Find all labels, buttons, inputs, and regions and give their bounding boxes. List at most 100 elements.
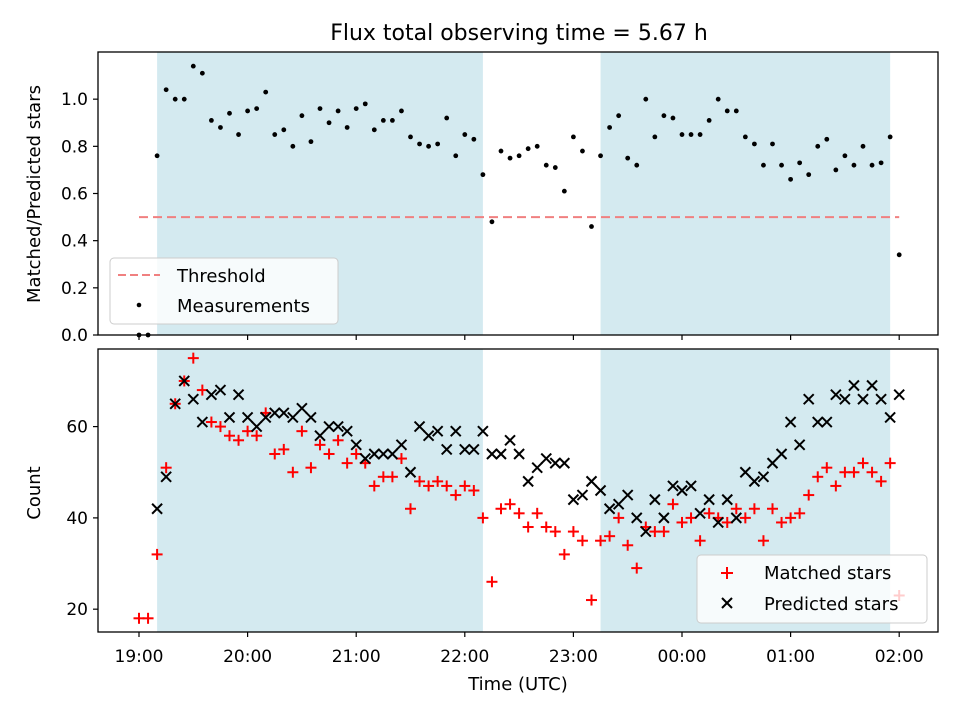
predicted-star-point	[676, 484, 688, 497]
predicted-star-point	[567, 493, 580, 506]
measurement-point	[417, 141, 422, 147]
x-axis-label: Time (UTC)	[467, 674, 568, 695]
measurement-point	[190, 63, 196, 69]
predicted-star-point	[621, 489, 634, 501]
measurement-point	[335, 108, 341, 114]
matched-star-point	[296, 425, 308, 437]
predicted-star-point	[241, 411, 254, 424]
matched-star-point	[531, 507, 543, 519]
bottom-plot-frame	[97, 348, 939, 633]
measurement-point	[471, 136, 477, 142]
measurement-point	[543, 162, 549, 168]
measurement-point	[625, 155, 631, 161]
predicted-star-point	[793, 439, 806, 451]
predicted-star-point	[341, 425, 353, 437]
predicted-star-point	[522, 475, 534, 488]
matched-star-point	[730, 503, 742, 515]
top-legend-box	[109, 257, 339, 325]
matched-star-point	[323, 448, 335, 460]
matched-star-point	[757, 535, 769, 547]
measurement-point	[317, 106, 323, 111]
predicted-star-point	[486, 448, 498, 460]
matched-star-point	[848, 466, 860, 478]
matched-star-point	[205, 416, 217, 428]
x-tick-label: 23:00	[549, 647, 598, 667]
y-tick-label: 0.4	[61, 232, 88, 252]
measurement-point	[263, 89, 269, 95]
matched-star-point	[558, 548, 570, 560]
predicted-star-point	[594, 484, 607, 497]
matched-star-point	[450, 489, 462, 501]
predicted-star-point	[631, 512, 643, 524]
bottom-x-axis-ticks: 19:00 20:00 21:00 22:00 23:00 00:00 01:00 02:00	[115, 632, 924, 667]
chart-title: Flux total observing time = 5.67 h	[330, 21, 708, 46]
predicted-star-point	[178, 375, 190, 387]
measurement-point	[643, 96, 649, 102]
measurement-point	[154, 153, 160, 159]
predicted-star-point	[404, 466, 417, 478]
observing-band-2	[600, 52, 891, 335]
predicted-star-point	[558, 457, 571, 469]
measurement-point	[806, 172, 812, 178]
matched-star-points	[133, 352, 905, 624]
matched-star-point	[785, 512, 797, 524]
measurement-point	[525, 146, 531, 152]
predicted-star-point	[151, 503, 163, 515]
predicted-star-point	[884, 411, 896, 424]
matched-star-point	[631, 562, 643, 574]
top-shaded-bands	[157, 52, 891, 335]
bottom-legend: Matched stars Predicted stars	[696, 554, 928, 624]
predicted-star-point	[848, 379, 860, 392]
predicted-star-point	[748, 475, 761, 488]
measurement-point	[362, 101, 368, 107]
measurement-point	[380, 117, 386, 123]
predicted-star-point	[712, 516, 724, 529]
measurement-point	[181, 96, 187, 102]
measurement-point	[815, 143, 821, 149]
matched-star-point	[368, 480, 380, 492]
matched-star-point	[314, 439, 326, 451]
matched-star-point	[776, 516, 788, 528]
measurement-point	[779, 162, 784, 168]
measurement-point	[715, 96, 721, 102]
measurement-point	[390, 117, 395, 123]
matched-star-point	[884, 457, 896, 469]
measurement-point	[299, 113, 305, 119]
y-tick-label: 0.8	[61, 137, 88, 157]
predicted-star-point	[640, 525, 652, 538]
measurement-point	[752, 141, 757, 147]
matched-star-point	[748, 503, 760, 515]
predicted-star-point	[784, 416, 797, 428]
measurement-point	[706, 117, 712, 123]
measurement-point	[236, 132, 241, 137]
matched-star-point	[224, 430, 235, 442]
y-tick-label: 0.2	[61, 279, 88, 299]
measurement-point	[761, 162, 766, 168]
predicted-star-point	[187, 393, 200, 405]
predicted-star-point	[287, 411, 299, 424]
measurement-point	[308, 139, 314, 145]
predicted-star-point	[413, 420, 426, 433]
predicted-star-point	[368, 448, 381, 460]
matched-star-point	[586, 594, 597, 606]
predicted-star-point	[323, 420, 335, 433]
measurement-point	[742, 134, 748, 140]
measurement-point	[878, 160, 884, 166]
predicted-star-point	[703, 493, 715, 506]
measurement-point	[652, 134, 658, 140]
matched-star-point	[405, 503, 416, 515]
predicted-star-point	[866, 379, 878, 392]
predicted-star-point	[359, 452, 371, 465]
matched-star-point	[160, 462, 172, 474]
predicted-star-point	[422, 430, 435, 442]
predicted-star-point	[721, 493, 733, 506]
predicted-star-point	[531, 461, 543, 474]
matched-star-point	[803, 489, 815, 501]
legend-predicted-swatch	[721, 597, 733, 609]
predicted-star-point	[649, 493, 661, 506]
matched-star-point	[567, 526, 579, 538]
measurement-point	[199, 70, 205, 76]
predicted-star-point	[694, 507, 706, 520]
matched-star-point	[332, 434, 344, 446]
predicted-star-point	[468, 443, 480, 456]
